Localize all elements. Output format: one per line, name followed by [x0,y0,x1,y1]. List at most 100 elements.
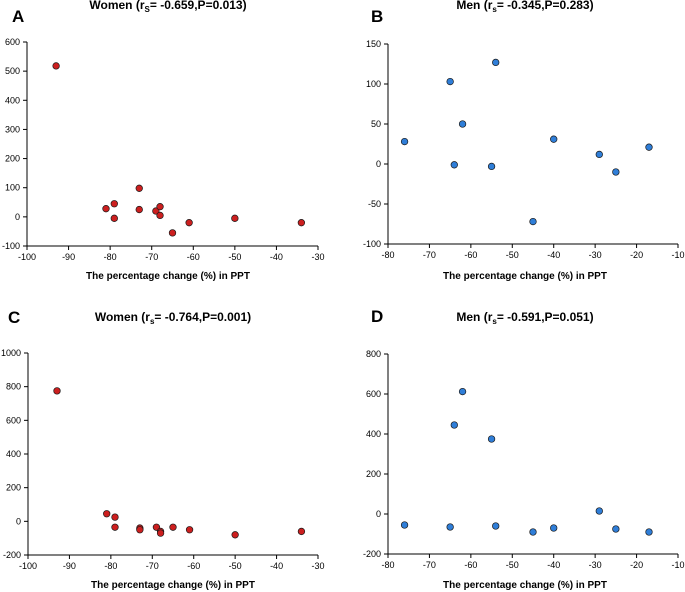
data-point [400,137,409,146]
x-tick-label: -50 [229,561,242,571]
x-tick-label: -40 [270,561,283,571]
y-tick-label: 100 [5,183,20,193]
data-point [446,77,454,86]
x-tick-label: -60 [187,561,200,571]
data-point [450,161,458,169]
data-point [297,219,306,227]
y-tick-label: 600 [5,37,20,47]
y-tick-label: 300 [5,124,20,134]
y-tick-label: -100 [2,241,20,251]
data-point [185,526,194,534]
data-point [612,525,620,533]
x-tick-label: -30 [589,250,602,260]
y-tick-label: -200 [3,550,21,560]
data-point [156,529,165,537]
x-tick-label: -70 [146,561,159,571]
data-point [458,387,467,396]
data-point [168,229,177,237]
panel-c: C Women (rs= -0.764,P=0.001) The percent… [1,308,325,591]
panel-letter-c: C [8,308,20,327]
x-tick-label: -30 [589,560,602,570]
panel-b: B Men (rs= -0.345,P=0.283) The percentag… [363,0,685,282]
data-point [53,387,61,395]
data-point [492,58,500,67]
y-tick-label: 600 [366,389,381,399]
x-tick-label: -10 [671,560,684,570]
x-tick-label: -90 [62,252,75,262]
y-tick-label: -200 [363,549,381,559]
x-tick-label: -40 [270,252,283,262]
y-tick-label: 400 [366,429,381,439]
data-point [529,528,537,536]
data-point [458,120,467,128]
data-point [492,522,500,530]
x-tick-label: -20 [630,250,643,260]
y-tick-label: 200 [366,469,381,479]
panel-d-xlabel: The percentage change (%) in PPT [443,580,607,591]
data-point [185,219,193,227]
y-tick-label: 400 [6,449,21,459]
y-tick-label: -100 [363,239,381,249]
x-tick-label: -100 [18,252,36,262]
x-tick-label: -80 [104,252,117,262]
x-tick-label: -90 [63,561,76,571]
data-point [111,513,119,521]
x-tick-label: -60 [464,560,477,570]
x-tick-label: -70 [423,250,436,260]
y-tick-label: 800 [6,382,21,392]
y-tick-label: 0 [376,159,381,169]
panel-letter-d: D [371,307,383,326]
y-tick-label: 150 [366,39,381,49]
y-tick-label: 200 [5,154,20,164]
data-point [450,421,458,429]
data-point [103,510,111,518]
data-point [487,162,496,171]
x-tick-label: -50 [506,250,519,260]
data-point [487,435,496,443]
x-tick-label: -50 [506,560,519,570]
data-point [446,523,454,531]
x-tick-label: -70 [145,252,158,262]
y-tick-label: 100 [366,79,381,89]
data-point [135,184,143,192]
x-tick-label: -60 [187,252,200,262]
x-tick-label: -40 [547,560,560,570]
x-tick-label: -20 [630,560,643,570]
data-point [529,217,537,226]
y-tick-label: 50 [371,119,381,129]
data-point [550,135,558,143]
data-point [156,203,164,211]
panel-a-title: Women (rS= -0.659,P=0.013) [89,0,246,14]
data-point [156,211,164,220]
data-point [110,200,118,208]
panel-c-title: Women (rs= -0.764,P=0.001) [95,310,251,326]
data-point [111,523,119,531]
x-tick-label: -80 [104,561,117,571]
data-point [645,143,653,151]
x-tick-label: -80 [381,250,394,260]
x-tick-label: -30 [311,252,324,262]
panel-a-xlabel: The percentage change (%) in PPT [86,271,250,282]
x-tick-label: -30 [311,561,324,571]
panel-c-xlabel: The percentage change (%) in PPT [91,580,255,591]
data-point [645,528,653,536]
panel-d: D Men (rs= -0.591,P=0.051) The percentag… [363,307,685,591]
x-tick-label: -50 [228,252,241,262]
y-tick-label: 1000 [1,348,21,358]
data-point [52,62,60,70]
data-point [169,523,177,531]
data-point [612,168,620,176]
y-tick-label: 800 [366,349,381,359]
panel-letter-b: B [371,7,383,26]
panel-letter-a: A [12,7,24,26]
data-point [595,150,603,159]
x-tick-label: -10 [671,250,684,260]
data-point [231,531,239,539]
data-point [136,526,144,534]
x-tick-label: -80 [381,560,394,570]
y-tick-label: 0 [16,516,21,526]
panel-a: A Women (rS= -0.659,P=0.013) The percent… [2,0,325,282]
data-point [297,527,306,536]
panel-d-title: Men (rs= -0.591,P=0.051) [456,310,593,326]
